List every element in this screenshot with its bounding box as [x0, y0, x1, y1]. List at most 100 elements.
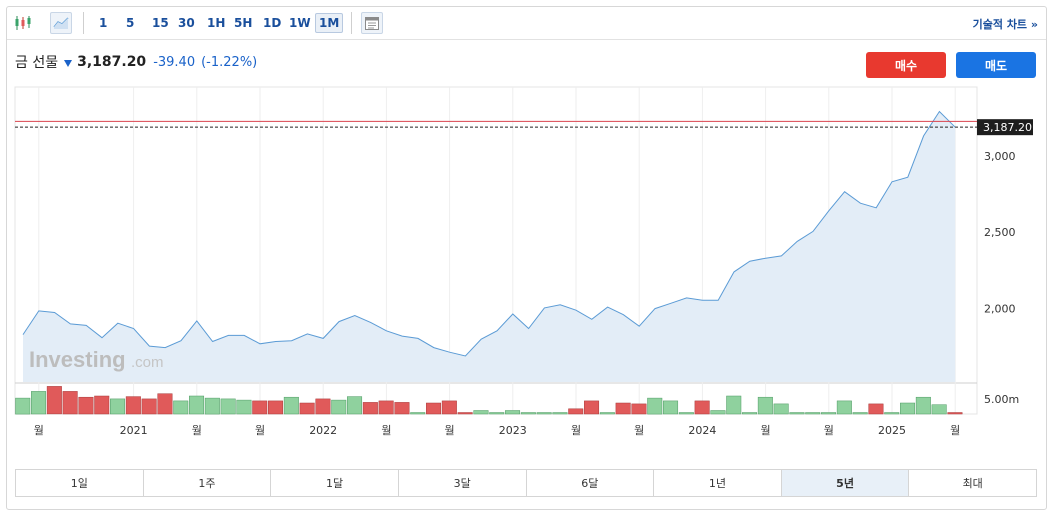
volume-bar [947, 412, 963, 415]
range-tab[interactable]: 3달 [399, 470, 527, 496]
chart-widget: 1 5 15 30 1H 5H 1D 1W 1M 기술적 차트 » 금 선물 3… [6, 6, 1047, 510]
volume-bar [394, 402, 410, 415]
instrument-name: 금 선물 [15, 55, 59, 71]
volume-bar [552, 412, 568, 415]
volume-bar [110, 398, 126, 415]
interval-5h[interactable]: 5H [234, 16, 253, 30]
volume-bar [157, 393, 173, 415]
volume-bar [189, 395, 205, 415]
price-lines [15, 120, 977, 128]
time-axis-label: 2024 [688, 424, 716, 437]
volume-bar [378, 400, 394, 415]
range-tab[interactable]: 최대 [962, 477, 983, 490]
price-axis-label: 2,000 [984, 303, 1016, 316]
interval-1h[interactable]: 1H [207, 16, 226, 30]
volume-bar [46, 386, 62, 415]
volume-bar [505, 410, 521, 415]
volume-bar [426, 402, 442, 415]
time-axis-label: 2022 [309, 424, 337, 437]
time-axis-label: 월 [445, 424, 455, 437]
volume-bar [789, 412, 805, 415]
price-change-percent: (-1.22%) [201, 54, 258, 70]
current-price-label: 3,187.20 [983, 121, 1032, 134]
volume-bar [125, 396, 141, 415]
range-tab[interactable]: 1일 [16, 470, 144, 496]
volume-bar [15, 397, 31, 415]
volume-bar [773, 403, 789, 415]
time-axis-label: 월 [761, 424, 771, 437]
volume-bar [204, 397, 220, 415]
volume-bar [173, 400, 189, 415]
chart-toolbar: 1 5 15 30 1H 5H 1D 1W 1M 기술적 차트 » [7, 7, 1046, 40]
volume-bar [473, 410, 489, 415]
volume-bar [805, 412, 821, 415]
time-axis-label: 월 [571, 424, 581, 437]
volume-bar [615, 402, 631, 415]
time-axis-label: 월 [255, 424, 265, 437]
interval-1d[interactable]: 1D [263, 16, 282, 30]
volume-bar [536, 412, 552, 415]
current-price-label-bg [977, 119, 1033, 136]
price-axis-label: 2,500 [984, 226, 1016, 239]
investing-watermark: Investing .com [29, 347, 164, 372]
range-selector: 1일 1주 1달 3달 6달 1년 5년 최대 [15, 469, 1037, 497]
volume-bar [520, 412, 536, 415]
time-axis-label: 월 [950, 424, 960, 437]
down-arrow-icon [64, 59, 73, 67]
range-tab[interactable]: 6달 [527, 470, 655, 496]
price-chart[interactable]: Investing .com 3,000 2,500 2,000 3,187.20 5.0… [7, 7, 1048, 467]
area-chart-icon[interactable] [50, 12, 72, 34]
candlestick-icon[interactable] [12, 12, 34, 34]
toolbar-divider [351, 12, 352, 34]
volume-bar [283, 396, 299, 415]
price-line [22, 110, 956, 357]
volume-bar [663, 400, 679, 415]
price-axis-label: 3,000 [984, 150, 1016, 163]
time-axis-label: 2021 [120, 424, 148, 437]
time-axis-label: 2023 [499, 424, 527, 437]
time-axis-label: 2025 [878, 424, 906, 437]
volume-bar [31, 391, 47, 415]
interval-30[interactable]: 30 [178, 16, 195, 30]
volume-bar [836, 400, 852, 415]
volume-bar [584, 400, 600, 415]
volume-bar [220, 398, 236, 415]
interval-1m[interactable]: 1M [315, 13, 344, 33]
interval-1w[interactable]: 1W [289, 16, 311, 30]
buy-button[interactable]: 매수 [866, 52, 946, 78]
technical-chart-link[interactable]: 기술적 차트 » [972, 18, 1038, 31]
volume-bar [631, 403, 647, 415]
range-tab[interactable]: 1년 [654, 470, 782, 496]
volume-bar [268, 400, 284, 415]
time-axis: 월 2021 월 월 2022 월 월 2023 월 월 2024 월 월 2025 월 [34, 424, 961, 437]
price-area [22, 110, 956, 382]
volume-bar [236, 399, 252, 415]
interval-5[interactable]: 5 [126, 16, 135, 30]
sell-button[interactable]: 매도 [956, 52, 1036, 78]
time-axis-label: 월 [192, 424, 202, 437]
time-axis-label: 월 [34, 424, 44, 437]
watermark-brand: Investing [29, 347, 126, 372]
interval-15[interactable]: 15 [152, 16, 169, 30]
volume-bar [489, 412, 505, 415]
price-axis: 3,000 2,500 2,000 3,187.20 5.00m [977, 119, 1033, 406]
volume-bar [821, 412, 837, 415]
range-tab[interactable]: 1달 [271, 470, 399, 496]
volume-bar [757, 396, 773, 415]
volume-bar [299, 402, 315, 415]
time-axis-label: 월 [634, 424, 644, 437]
calendar-icon[interactable] [361, 12, 383, 34]
price-change: -39.40 [153, 54, 196, 70]
volume-bar [710, 410, 726, 415]
volume-bar [141, 398, 157, 415]
range-tab[interactable]: 1주 [144, 470, 272, 496]
volume-bar [568, 408, 584, 415]
volume-bar [78, 396, 94, 415]
volume-bar [884, 412, 900, 415]
range-tab[interactable]: 5년 [781, 470, 910, 496]
volume-bar [726, 395, 742, 415]
volume-bars [15, 386, 963, 415]
quote-header: 금 선물 3,187.20 -39.40 (-1.22%) [15, 52, 263, 72]
volume-bar [900, 402, 916, 415]
interval-1[interactable]: 1 [99, 16, 108, 30]
